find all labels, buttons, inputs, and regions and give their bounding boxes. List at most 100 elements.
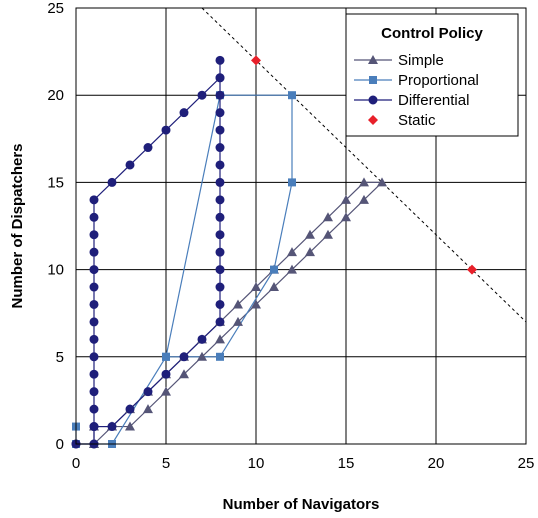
point-simple	[197, 351, 207, 361]
point-proportional	[288, 178, 296, 187]
point-differential	[161, 125, 171, 135]
point-simple	[269, 282, 279, 292]
point-differential	[143, 143, 153, 153]
legend-marker-static	[368, 115, 378, 125]
legend-label-simple: Simple	[398, 52, 444, 69]
x-tick-label: 10	[248, 455, 265, 472]
point-simple	[179, 369, 189, 379]
point-differential	[179, 352, 189, 362]
point-differential	[215, 282, 225, 292]
point-differential	[215, 299, 225, 309]
point-differential	[215, 143, 225, 153]
point-simple	[287, 247, 297, 257]
point-differential	[125, 404, 135, 414]
point-simple	[305, 229, 315, 239]
point-differential	[89, 247, 99, 257]
point-differential	[125, 160, 135, 170]
point-differential	[107, 177, 117, 187]
point-differential	[89, 212, 99, 222]
point-differential	[215, 247, 225, 257]
point-simple	[341, 194, 351, 204]
point-simple	[341, 212, 351, 222]
point-differential	[215, 108, 225, 118]
point-simple	[359, 194, 369, 204]
y-tick-label: 5	[56, 349, 64, 366]
legend-marker-proportional	[369, 76, 377, 84]
point-differential	[179, 108, 189, 118]
y-tick-label: 15	[47, 174, 64, 191]
point-simple	[215, 334, 225, 344]
point-differential	[215, 230, 225, 240]
point-differential	[89, 387, 99, 397]
point-differential	[89, 334, 99, 344]
point-differential	[89, 195, 99, 205]
series-lines	[75, 60, 384, 445]
point-differential	[197, 90, 207, 100]
point-simple	[233, 316, 243, 326]
legend-title: Control Policy	[381, 25, 483, 42]
x-tick-label: 0	[72, 455, 80, 472]
plot-frame	[75, 7, 527, 445]
x-axis-title: Number of Navigators	[223, 496, 380, 513]
point-differential	[143, 387, 153, 397]
legend-marker-differential	[368, 95, 378, 105]
point-differential	[89, 299, 99, 309]
point-static	[251, 55, 261, 66]
legend: Control Policy Simple Proportional Differe…	[345, 13, 519, 137]
point-simple	[143, 404, 153, 414]
point-simple	[287, 264, 297, 274]
x-tick-label: 15	[338, 455, 355, 472]
legend-box	[345, 13, 519, 137]
point-static	[467, 264, 477, 275]
legend-label-static: Static	[398, 112, 436, 129]
x-tick-label: 25	[518, 455, 535, 472]
point-differential	[215, 212, 225, 222]
point-simple	[377, 177, 387, 187]
y-tick-label: 20	[47, 87, 64, 104]
point-differential	[89, 422, 99, 432]
point-differential	[89, 317, 99, 327]
point-differential	[215, 73, 225, 83]
point-proportional	[162, 352, 170, 361]
point-simple	[359, 177, 369, 187]
legend-label-differential: Differential	[398, 92, 469, 109]
point-simple	[323, 212, 333, 222]
point-differential	[215, 317, 225, 327]
y-tick-label: 25	[47, 0, 64, 17]
point-simple	[125, 421, 135, 431]
point-proportional	[216, 352, 224, 361]
point-simple	[251, 282, 261, 292]
point-differential	[197, 334, 207, 344]
point-differential	[107, 422, 117, 432]
x-tick-label: 5	[162, 455, 170, 472]
point-differential	[89, 282, 99, 292]
y-axis-title: Number of Dispatchers	[9, 143, 26, 308]
point-differential	[89, 404, 99, 414]
point-differential	[215, 177, 225, 187]
point-simple	[161, 386, 171, 396]
point-simple	[233, 299, 243, 309]
x-tick-labels: 0 5 10 15 20 25	[72, 455, 535, 472]
point-differential	[161, 369, 171, 379]
series-markers	[71, 55, 477, 449]
point-proportional	[288, 91, 296, 100]
point-differential	[215, 125, 225, 135]
point-proportional	[270, 265, 278, 274]
series-line-simple	[93, 181, 384, 445]
point-differential	[215, 195, 225, 205]
point-differential	[215, 55, 225, 65]
legend-marker-simple	[368, 55, 378, 64]
point-differential	[215, 160, 225, 170]
y-tick-label: 0	[56, 436, 64, 453]
point-simple	[251, 299, 261, 309]
point-differential	[89, 265, 99, 275]
x-tick-label: 20	[428, 455, 445, 472]
point-simple	[323, 229, 333, 239]
point-simple	[305, 247, 315, 257]
point-differential	[89, 369, 99, 379]
y-tick-labels: 0 5 10 15 20 25	[47, 0, 64, 453]
point-differential	[89, 230, 99, 240]
point-differential	[89, 352, 99, 362]
y-tick-label: 10	[47, 262, 64, 279]
